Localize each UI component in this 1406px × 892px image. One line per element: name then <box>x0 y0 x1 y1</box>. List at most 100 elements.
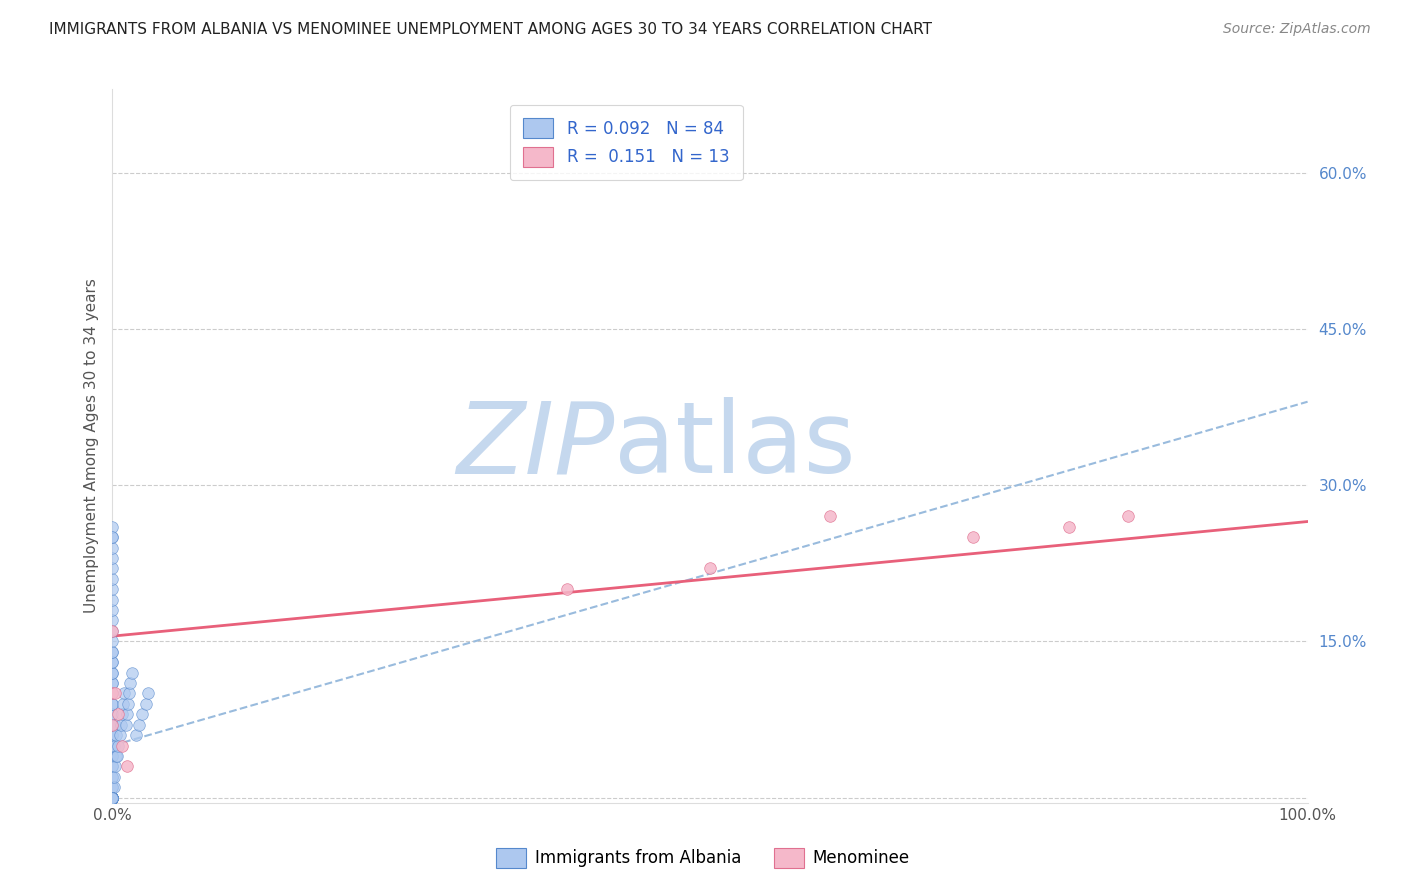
Point <box>101 686 124 700</box>
Point <box>101 790 124 805</box>
Point <box>135 697 157 711</box>
Point <box>101 686 124 700</box>
Point <box>115 707 138 722</box>
Legend: Immigrants from Albania, Menominee: Immigrants from Albania, Menominee <box>489 841 917 875</box>
Point <box>101 748 124 763</box>
Point <box>101 790 124 805</box>
Point <box>125 728 148 742</box>
Point <box>1057 520 1080 534</box>
Point <box>101 780 124 794</box>
Point <box>111 739 134 753</box>
Point <box>101 561 124 575</box>
Point <box>101 541 124 555</box>
Point <box>114 686 135 700</box>
Point <box>101 770 124 784</box>
Point <box>101 790 124 805</box>
Point <box>120 676 142 690</box>
Point <box>101 759 124 773</box>
Point <box>101 739 124 753</box>
Point <box>101 634 124 648</box>
Point <box>1118 509 1140 524</box>
Point <box>101 697 124 711</box>
Point <box>103 780 125 794</box>
Point <box>101 790 124 805</box>
Point <box>101 759 124 773</box>
Point <box>101 614 124 628</box>
Point <box>118 686 141 700</box>
Point <box>108 728 131 742</box>
Point <box>101 790 124 805</box>
Point <box>105 728 128 742</box>
Point <box>101 790 124 805</box>
Point <box>101 739 124 753</box>
Text: atlas: atlas <box>614 398 856 494</box>
Point <box>101 790 124 805</box>
Point <box>111 707 134 722</box>
Point <box>555 582 578 597</box>
Point <box>101 676 124 690</box>
Point <box>110 717 132 731</box>
Point <box>101 728 124 742</box>
Point <box>101 624 124 638</box>
Point <box>117 697 139 711</box>
Point <box>101 790 124 805</box>
Point <box>101 530 124 544</box>
Point <box>104 717 127 731</box>
Point <box>101 790 124 805</box>
Point <box>101 717 124 731</box>
Point <box>101 676 124 690</box>
Point <box>101 748 124 763</box>
Point <box>101 790 124 805</box>
Point <box>101 790 124 805</box>
Point <box>818 509 841 524</box>
Point <box>101 665 124 680</box>
Point <box>105 748 128 763</box>
Point <box>101 790 124 805</box>
Point <box>101 728 124 742</box>
Point <box>101 582 124 597</box>
Y-axis label: Unemployment Among Ages 30 to 34 years: Unemployment Among Ages 30 to 34 years <box>83 278 98 614</box>
Point <box>105 748 128 763</box>
Point <box>114 717 136 731</box>
Text: ZIP: ZIP <box>456 398 614 494</box>
Point <box>121 665 143 680</box>
Point <box>112 697 135 711</box>
Point <box>962 530 984 544</box>
Point <box>101 717 124 731</box>
Text: IMMIGRANTS FROM ALBANIA VS MENOMINEE UNEMPLOYMENT AMONG AGES 30 TO 34 YEARS CORR: IMMIGRANTS FROM ALBANIA VS MENOMINEE UNE… <box>49 22 932 37</box>
Point <box>101 665 124 680</box>
Point <box>103 770 125 784</box>
Point <box>104 686 127 700</box>
Point <box>101 655 124 669</box>
Point <box>107 707 129 722</box>
Point <box>107 739 129 753</box>
Point <box>101 520 124 534</box>
Point <box>103 739 125 753</box>
Point <box>138 686 160 700</box>
Point <box>101 624 124 638</box>
Point <box>115 759 138 773</box>
Point <box>101 697 124 711</box>
Point <box>101 603 124 617</box>
Point <box>101 572 124 586</box>
Point <box>101 780 124 794</box>
Point <box>101 770 124 784</box>
Point <box>101 790 124 805</box>
Point <box>101 551 124 566</box>
Point <box>101 707 124 722</box>
Point <box>101 530 124 544</box>
Point <box>131 707 153 722</box>
Point <box>101 686 124 700</box>
Point <box>101 790 124 805</box>
Point <box>101 592 124 607</box>
Point <box>101 790 124 805</box>
Point <box>101 717 124 731</box>
Legend: R = 0.092   N = 84, R =  0.151   N = 13: R = 0.092 N = 84, R = 0.151 N = 13 <box>510 104 742 180</box>
Point <box>101 790 124 805</box>
Point <box>699 561 721 575</box>
Point <box>104 759 127 773</box>
Point <box>101 645 124 659</box>
Point <box>101 645 124 659</box>
Point <box>128 717 150 731</box>
Point <box>101 790 124 805</box>
